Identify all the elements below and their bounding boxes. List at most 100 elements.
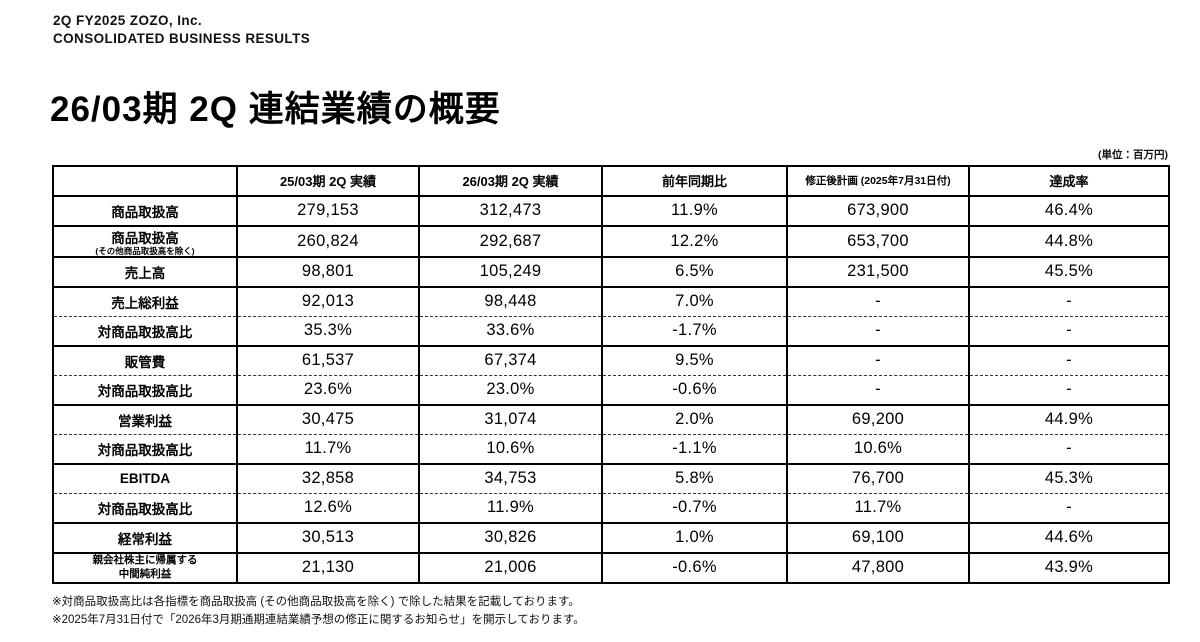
column-header-yoy: 前年同期比: [601, 164, 787, 196]
page-title: 26/03期 2Q 連結業績の概要: [50, 89, 501, 129]
row-gmv-excl-other: 商品取扱高 (その他商品取扱高を除く) 260,824 292,687 12.2…: [52, 224, 1169, 257]
data-cell: -1.1%: [601, 433, 787, 464]
table-header-row: 25/03期 2Q 実績 26/03期 2Q 実績 前年同期比 修正後計画 (2…: [52, 164, 1169, 196]
data-cell: 69,200: [786, 403, 969, 435]
data-cell: -: [786, 374, 969, 405]
data-cell: 7.0%: [601, 285, 787, 317]
footnote-2: ※2025年7月31日付で「2026年3月期通期連結業績予想の修正に関するお知ら…: [52, 613, 585, 626]
data-cell: 34,753: [418, 462, 602, 494]
row-label: 対商品取扱高比: [52, 315, 237, 346]
data-cell: 45.3%: [968, 462, 1169, 494]
data-cell: -: [968, 492, 1169, 523]
data-cell: -: [786, 344, 969, 376]
row-operating-profit-ratio: 対商品取扱高比 11.7% 10.6% -1.1% 10.6% -: [52, 433, 1169, 464]
row-label: 対商品取扱高比: [52, 374, 237, 405]
column-header-empty: [52, 164, 237, 196]
data-cell: -: [968, 285, 1169, 317]
data-cell: 98,801: [236, 255, 419, 287]
data-cell: 11.7%: [786, 492, 969, 523]
data-cell: 10.6%: [786, 433, 969, 464]
data-cell: 44.6%: [968, 521, 1169, 553]
data-cell: 1.0%: [601, 521, 787, 553]
footnote-1: ※対商品取扱高比は各指標を商品取扱高 (その他商品取扱高を除く) で除した結果を…: [52, 595, 580, 608]
data-cell: 30,475: [236, 403, 419, 435]
row-label-line1: 親会社株主に帰属する: [92, 553, 198, 566]
data-cell: -: [786, 285, 969, 317]
data-cell: 23.0%: [418, 374, 602, 405]
data-cell: 21,006: [418, 551, 602, 583]
data-cell: 98,448: [418, 285, 602, 317]
row-label: 対商品取扱高比: [52, 492, 237, 523]
data-cell: -0.7%: [601, 492, 787, 523]
row-label: 商品取扱高 (その他商品取扱高を除く): [52, 224, 237, 257]
row-ordinary-profit: 経常利益 30,513 30,826 1.0% 69,100 44.6%: [52, 521, 1169, 553]
data-cell: 30,513: [236, 521, 419, 553]
row-label: 売上総利益: [52, 285, 237, 317]
row-ebitda-ratio: 対商品取扱高比 12.6% 11.9% -0.7% 11.7% -: [52, 492, 1169, 523]
report-eyebrow: 2Q FY2025 ZOZO, Inc. CONSOLIDATED BUSINE…: [53, 12, 1200, 48]
data-cell: 61,537: [236, 344, 419, 376]
column-header-fy25-2q-actual: 25/03期 2Q 実績: [236, 164, 419, 196]
data-cell: 11.9%: [418, 492, 602, 523]
data-cell: -0.6%: [601, 551, 787, 583]
row-gmv: 商品取扱高 279,153 312,473 11.9% 673,900 46.4…: [52, 194, 1169, 226]
data-cell: 67,374: [418, 344, 602, 376]
row-gross-profit: 売上総利益 92,013 98,448 7.0% - -: [52, 285, 1169, 317]
data-cell: 12.2%: [601, 224, 787, 257]
row-gross-profit-ratio: 対商品取扱高比 35.3% 33.6% -1.7% - -: [52, 315, 1169, 346]
data-cell: 12.6%: [236, 492, 419, 523]
row-label: 経常利益: [52, 521, 237, 553]
row-label: 営業利益: [52, 403, 237, 435]
data-cell: 673,900: [786, 194, 969, 226]
data-cell: 2.0%: [601, 403, 787, 435]
data-cell: 92,013: [236, 285, 419, 317]
data-cell: 31,074: [418, 403, 602, 435]
data-cell: 21,130: [236, 551, 419, 583]
row-label-line2: 中間純利益: [118, 567, 172, 580]
data-cell: 653,700: [786, 224, 969, 257]
row-label: 対商品取扱高比: [52, 433, 237, 464]
data-cell: -: [968, 433, 1169, 464]
data-cell: 76,700: [786, 462, 969, 494]
row-operating-profit: 営業利益 30,475 31,074 2.0% 69,200 44.9%: [52, 403, 1169, 435]
data-cell: 10.6%: [418, 433, 602, 464]
data-cell: 23.6%: [236, 374, 419, 405]
data-cell: 231,500: [786, 255, 969, 287]
data-cell: 6.5%: [601, 255, 787, 287]
data-cell: 43.9%: [968, 551, 1169, 583]
footnotes: ※対商品取扱高比は各指標を商品取扱高 (その他商品取扱高を除く) で除した結果を…: [52, 593, 1200, 630]
data-cell: 46.4%: [968, 194, 1169, 226]
data-cell: 292,687: [418, 224, 602, 257]
data-cell: -1.7%: [601, 315, 787, 346]
data-cell: 9.5%: [601, 344, 787, 376]
row-net-profit: 親会社株主に帰属する 中間純利益 21,130 21,006 -0.6% 47,…: [52, 551, 1169, 583]
row-label: 売上高: [52, 255, 237, 287]
column-header-progress-rate: 達成率: [968, 164, 1169, 196]
data-cell: 35.3%: [236, 315, 419, 346]
data-cell: 260,824: [236, 224, 419, 257]
eyebrow-line-2: CONSOLIDATED BUSINESS RESULTS: [53, 30, 311, 46]
data-cell: -0.6%: [601, 374, 787, 405]
data-cell: 11.9%: [601, 194, 787, 226]
row-label: 親会社株主に帰属する 中間純利益: [52, 551, 237, 583]
row-label: 販管費: [52, 344, 237, 376]
column-header-fy26-2q-actual: 26/03期 2Q 実績: [418, 164, 602, 196]
eyebrow-line-1: 2Q FY2025 ZOZO, Inc.: [53, 13, 203, 28]
data-cell: 279,153: [236, 194, 419, 226]
row-label: 商品取扱高: [52, 194, 237, 226]
data-cell: 69,100: [786, 521, 969, 553]
row-revenue: 売上高 98,801 105,249 6.5% 231,500 45.5%: [52, 255, 1169, 287]
data-cell: -: [968, 374, 1169, 405]
data-cell: 44.8%: [968, 224, 1169, 257]
data-cell: 105,249: [418, 255, 602, 287]
data-cell: 11.7%: [236, 433, 419, 464]
column-header-revised-plan: 修正後計画 (2025年7月31日付): [786, 164, 969, 196]
row-label-sub: (その他商品取扱高を除く): [95, 245, 195, 256]
unit-note: (単位：百万円): [1098, 148, 1168, 161]
row-sga: 販管費 61,537 67,374 9.5% - -: [52, 344, 1169, 376]
row-label: EBITDA: [52, 462, 237, 494]
row-label-main: 商品取扱高: [111, 230, 179, 246]
data-cell: 47,800: [786, 551, 969, 583]
row-ebitda: EBITDA 32,858 34,753 5.8% 76,700 45.3%: [52, 462, 1169, 494]
row-sga-ratio: 対商品取扱高比 23.6% 23.0% -0.6% - -: [52, 374, 1169, 405]
